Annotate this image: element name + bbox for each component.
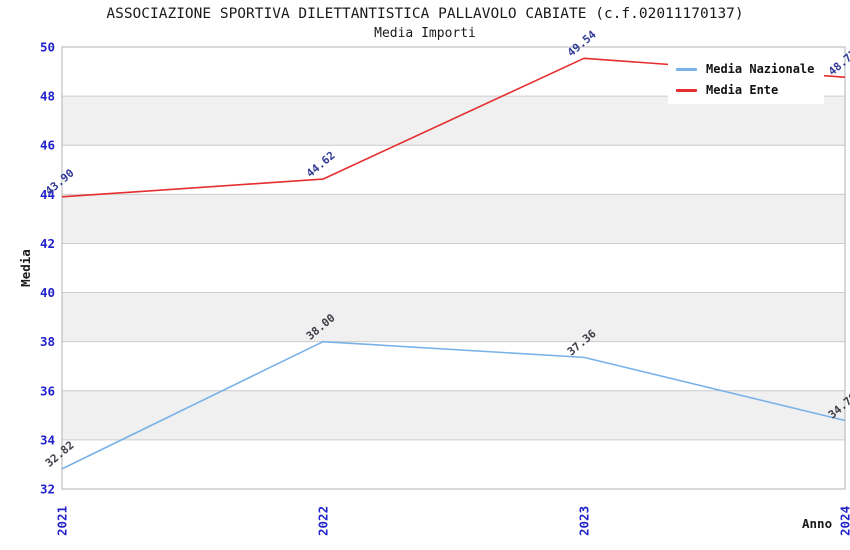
x-tick-label: 2024 — [838, 506, 850, 536]
x-tick-label: 2023 — [577, 506, 592, 536]
legend-label: Media Nazionale — [706, 62, 815, 76]
y-tick-label: 32 — [40, 482, 55, 497]
plot-band — [62, 96, 845, 146]
plot-band — [62, 194, 845, 244]
legend: Media Nazionale Media Ente — [668, 56, 824, 104]
data-point-label: 48.77 — [826, 47, 850, 78]
legend-label: Media Ente — [706, 83, 779, 97]
plot-border — [61, 46, 846, 490]
y-tick-label: 50 — [40, 40, 55, 55]
chart-subtitle: Media Importi — [374, 26, 476, 41]
x-axis-title: Anno — [802, 516, 833, 531]
legend-swatch-line — [676, 88, 697, 92]
y-tick-label: 40 — [40, 285, 55, 300]
series-line — [61, 340, 846, 470]
data-point-label: 43.90 — [43, 166, 77, 197]
y-axis-title: Media — [18, 249, 33, 287]
y-tick-label: 38 — [40, 334, 55, 349]
x-tick-label: 2021 — [55, 506, 70, 536]
plot-band — [62, 390, 845, 440]
y-tick-label: 44 — [40, 187, 55, 202]
x-tick-label: 2022 — [316, 506, 331, 536]
y-tick-label: 34 — [40, 432, 55, 447]
legend-item: Media Nazionale — [676, 62, 820, 76]
chart-title: ASSOCIAZIONE SPORTIVA DILETTANTISTICA PA… — [106, 6, 744, 22]
legend-swatch-line — [676, 67, 697, 71]
plot-band — [62, 292, 845, 342]
data-point-label: 49.54 — [565, 28, 599, 59]
y-tick-label: 42 — [40, 236, 55, 251]
y-tick-label: 48 — [40, 89, 55, 104]
y-tick-label: 36 — [40, 383, 55, 398]
legend-item: Media Ente — [676, 83, 820, 97]
y-tick-label: 46 — [40, 138, 55, 153]
